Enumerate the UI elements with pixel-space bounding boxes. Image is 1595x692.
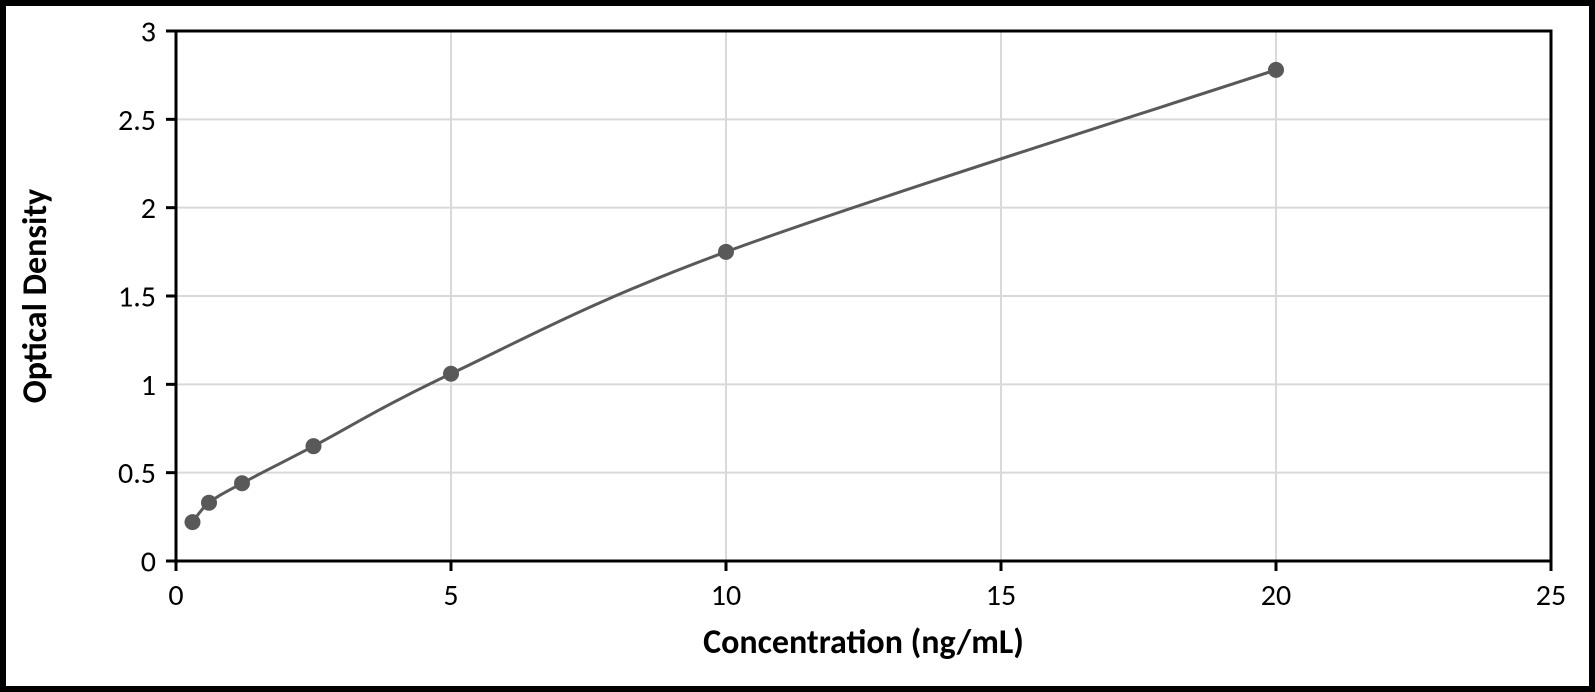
x-axis-label: Concentration (ng/mL) [703,622,1024,663]
y-tick-label: 2 [141,190,156,227]
data-point [1268,62,1284,78]
data-point [201,495,217,511]
data-point [185,514,201,530]
y-tick-label: 3 [141,14,156,51]
standard-curve-chart: 0 5 10 15 20 25 0 0.5 1 1.5 2 2.5 3 Concentration (ng… [6,6,1589,686]
x-tick-label: 5 [443,577,458,614]
y-tick-label: 2.5 [118,102,156,139]
chart-container: 0 5 10 15 20 25 0 0.5 1 1.5 2 2.5 3 Concentration (ng… [6,6,1589,686]
y-tick-label: 1 [141,367,156,404]
y-axis-label: Optical Density [15,189,56,403]
y-tick-label: 0.5 [118,455,156,492]
data-point [234,475,250,491]
chart-frame: 0 5 10 15 20 25 0 0.5 1 1.5 2 2.5 3 Concentration (ng… [0,0,1595,692]
x-tick-label: 20 [1261,577,1291,614]
x-tick-label: 15 [986,577,1016,614]
data-point [718,244,734,260]
x-tick-label: 10 [711,577,741,614]
data-point [306,438,322,454]
x-tick-label: 0 [168,577,183,614]
y-tick-label: 1.5 [118,279,156,316]
y-tick-label: 0 [141,544,156,581]
data-point [443,366,459,382]
x-tick-label: 25 [1536,577,1566,614]
